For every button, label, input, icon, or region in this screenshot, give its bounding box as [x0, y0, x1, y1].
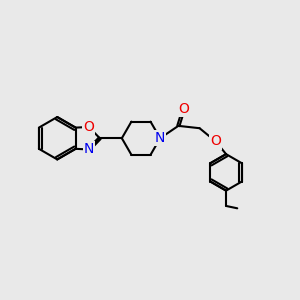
- Text: N: N: [84, 142, 94, 157]
- Text: O: O: [210, 134, 221, 148]
- Text: O: O: [83, 120, 94, 134]
- Text: N: N: [155, 131, 165, 145]
- Text: O: O: [178, 102, 189, 116]
